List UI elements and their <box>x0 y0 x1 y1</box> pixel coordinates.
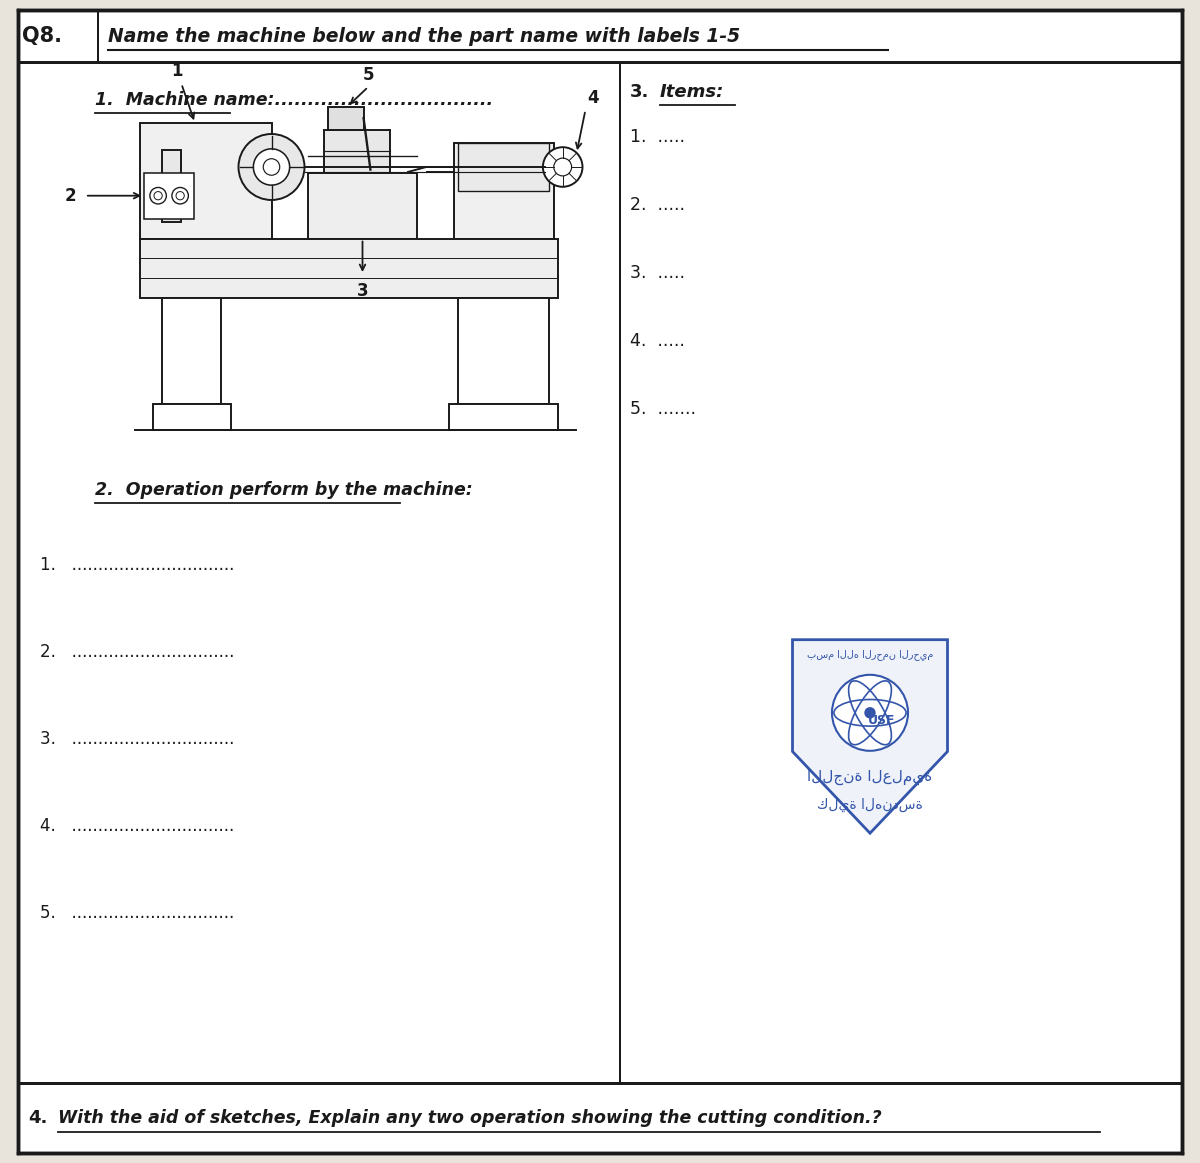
Circle shape <box>542 148 582 187</box>
Bar <box>458 298 550 404</box>
Text: 5.   ...............................: 5. ............................... <box>40 904 234 922</box>
Bar <box>449 404 558 430</box>
Text: 3.  .....: 3. ..... <box>630 264 685 281</box>
Text: 2.  .....: 2. ..... <box>630 197 685 214</box>
Text: Q8.: Q8. <box>22 26 62 47</box>
Circle shape <box>176 192 185 200</box>
Text: 4: 4 <box>588 88 599 107</box>
Text: 5: 5 <box>362 65 374 84</box>
Circle shape <box>172 187 188 204</box>
Circle shape <box>239 134 305 200</box>
Text: 3.: 3. <box>630 83 649 101</box>
Text: 3: 3 <box>356 281 368 300</box>
Circle shape <box>832 675 908 751</box>
Text: كلية الهندسة: كلية الهندسة <box>817 798 923 812</box>
Text: بسم الله الرحمن الرحيم: بسم الله الرحمن الرحيم <box>806 649 934 661</box>
Text: With the aid of sketches, Explain any two operation showing the cutting conditio: With the aid of sketches, Explain any tw… <box>58 1110 882 1127</box>
Bar <box>454 143 553 238</box>
Text: 2.   ...............................: 2. ............................... <box>40 643 234 661</box>
Text: USF: USF <box>869 714 895 727</box>
Text: 1.  .....: 1. ..... <box>630 128 685 147</box>
Text: اللجنة العلمية: اللجنة العلمية <box>808 770 932 785</box>
Circle shape <box>553 158 571 176</box>
Bar <box>144 172 194 219</box>
Bar <box>139 238 558 298</box>
Text: Items:: Items: <box>660 83 725 101</box>
Circle shape <box>253 149 289 185</box>
Bar <box>154 404 230 430</box>
Circle shape <box>154 192 162 200</box>
Text: 2: 2 <box>65 187 76 205</box>
Circle shape <box>865 708 875 718</box>
Bar <box>328 107 364 130</box>
Bar <box>458 143 550 191</box>
Bar <box>162 150 180 222</box>
Bar <box>308 172 418 238</box>
Text: 5.  .......: 5. ....... <box>630 400 696 418</box>
Polygon shape <box>792 640 948 833</box>
Text: 4.   ...............................: 4. ............................... <box>40 816 234 835</box>
Text: 1.  Machine name:.................................: 1. Machine name:........................… <box>95 91 493 109</box>
Bar <box>324 130 390 172</box>
Bar <box>139 123 271 238</box>
Text: Name the machine below and the part name with labels 1-5: Name the machine below and the part name… <box>108 27 740 45</box>
Bar <box>162 298 222 404</box>
Text: 1.   ...............................: 1. ............................... <box>40 556 234 575</box>
Circle shape <box>263 158 280 176</box>
Text: 3.   ...............................: 3. ............................... <box>40 730 234 748</box>
Circle shape <box>150 187 167 204</box>
Text: 4.  .....: 4. ..... <box>630 331 685 350</box>
Text: 2.  Operation perform by the machine:: 2. Operation perform by the machine: <box>95 481 473 499</box>
Text: 4.: 4. <box>28 1110 47 1127</box>
Text: 1: 1 <box>172 62 182 80</box>
